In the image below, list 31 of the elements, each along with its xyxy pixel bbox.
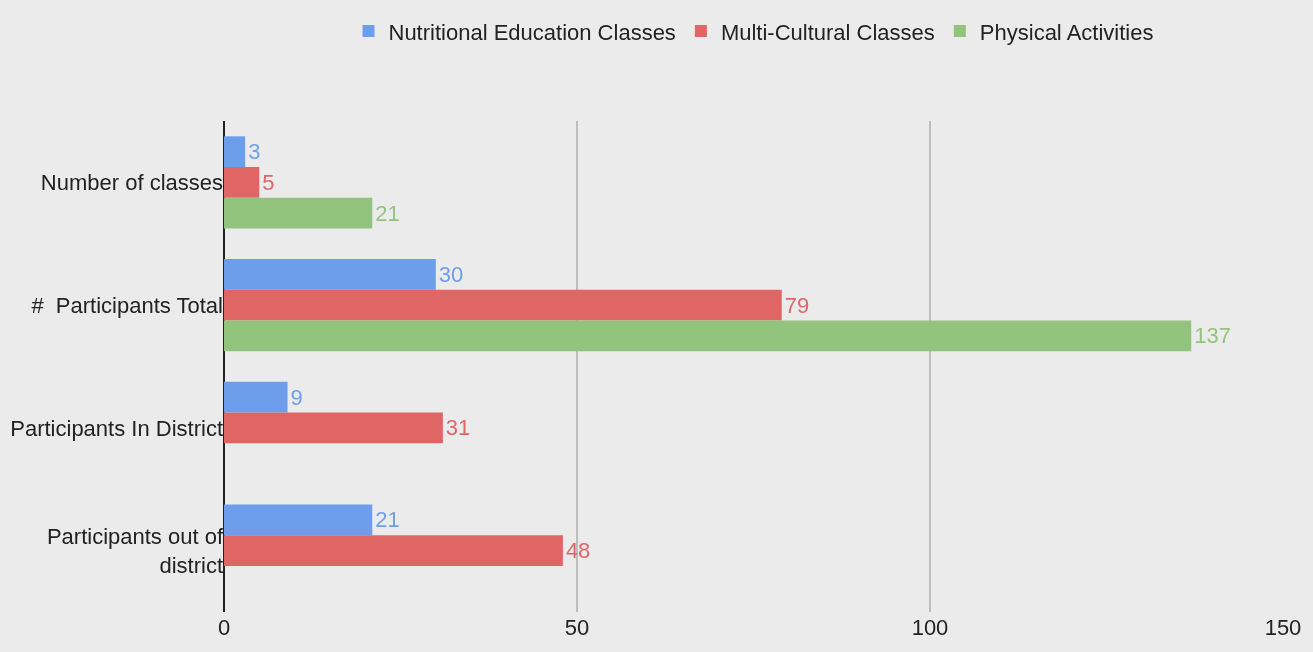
legend-label: Multi-Cultural Classes — [720, 19, 935, 45]
data-label: 31 — [445, 415, 471, 441]
y-tick-label: Participants out of district — [46, 524, 224, 578]
bar — [224, 412, 443, 444]
bar — [224, 535, 563, 566]
bar — [224, 289, 782, 321]
data-label: 48 — [565, 538, 591, 564]
data-label: 30 — [438, 261, 464, 287]
legend-label: Nutritional Education Classes — [388, 19, 676, 45]
bar — [224, 136, 246, 168]
data-label: 9 — [290, 384, 303, 410]
bar — [224, 259, 436, 290]
data-label: 3 — [248, 139, 261, 165]
x-tick-label: 50 — [564, 615, 590, 640]
x-tick-label: 0 — [217, 615, 231, 640]
y-tick-label: Number of classes — [40, 170, 223, 196]
legend-label: Physical Activities — [979, 19, 1154, 45]
y-tick-label: # Participants Total — [31, 292, 223, 318]
x-tick-label: 150 — [1264, 615, 1302, 640]
y-tick-label: Participants In District — [10, 415, 223, 441]
bar — [224, 197, 373, 229]
data-label: 21 — [375, 507, 400, 533]
x-tick-label: 100 — [911, 615, 949, 640]
data-label: 79 — [784, 292, 810, 318]
data-label: 5 — [262, 169, 275, 195]
bar — [224, 504, 373, 536]
bar — [224, 167, 260, 198]
data-label: 21 — [375, 200, 400, 226]
bar — [224, 320, 1192, 352]
bar — [224, 381, 288, 413]
data-label: 137 — [1194, 323, 1231, 349]
